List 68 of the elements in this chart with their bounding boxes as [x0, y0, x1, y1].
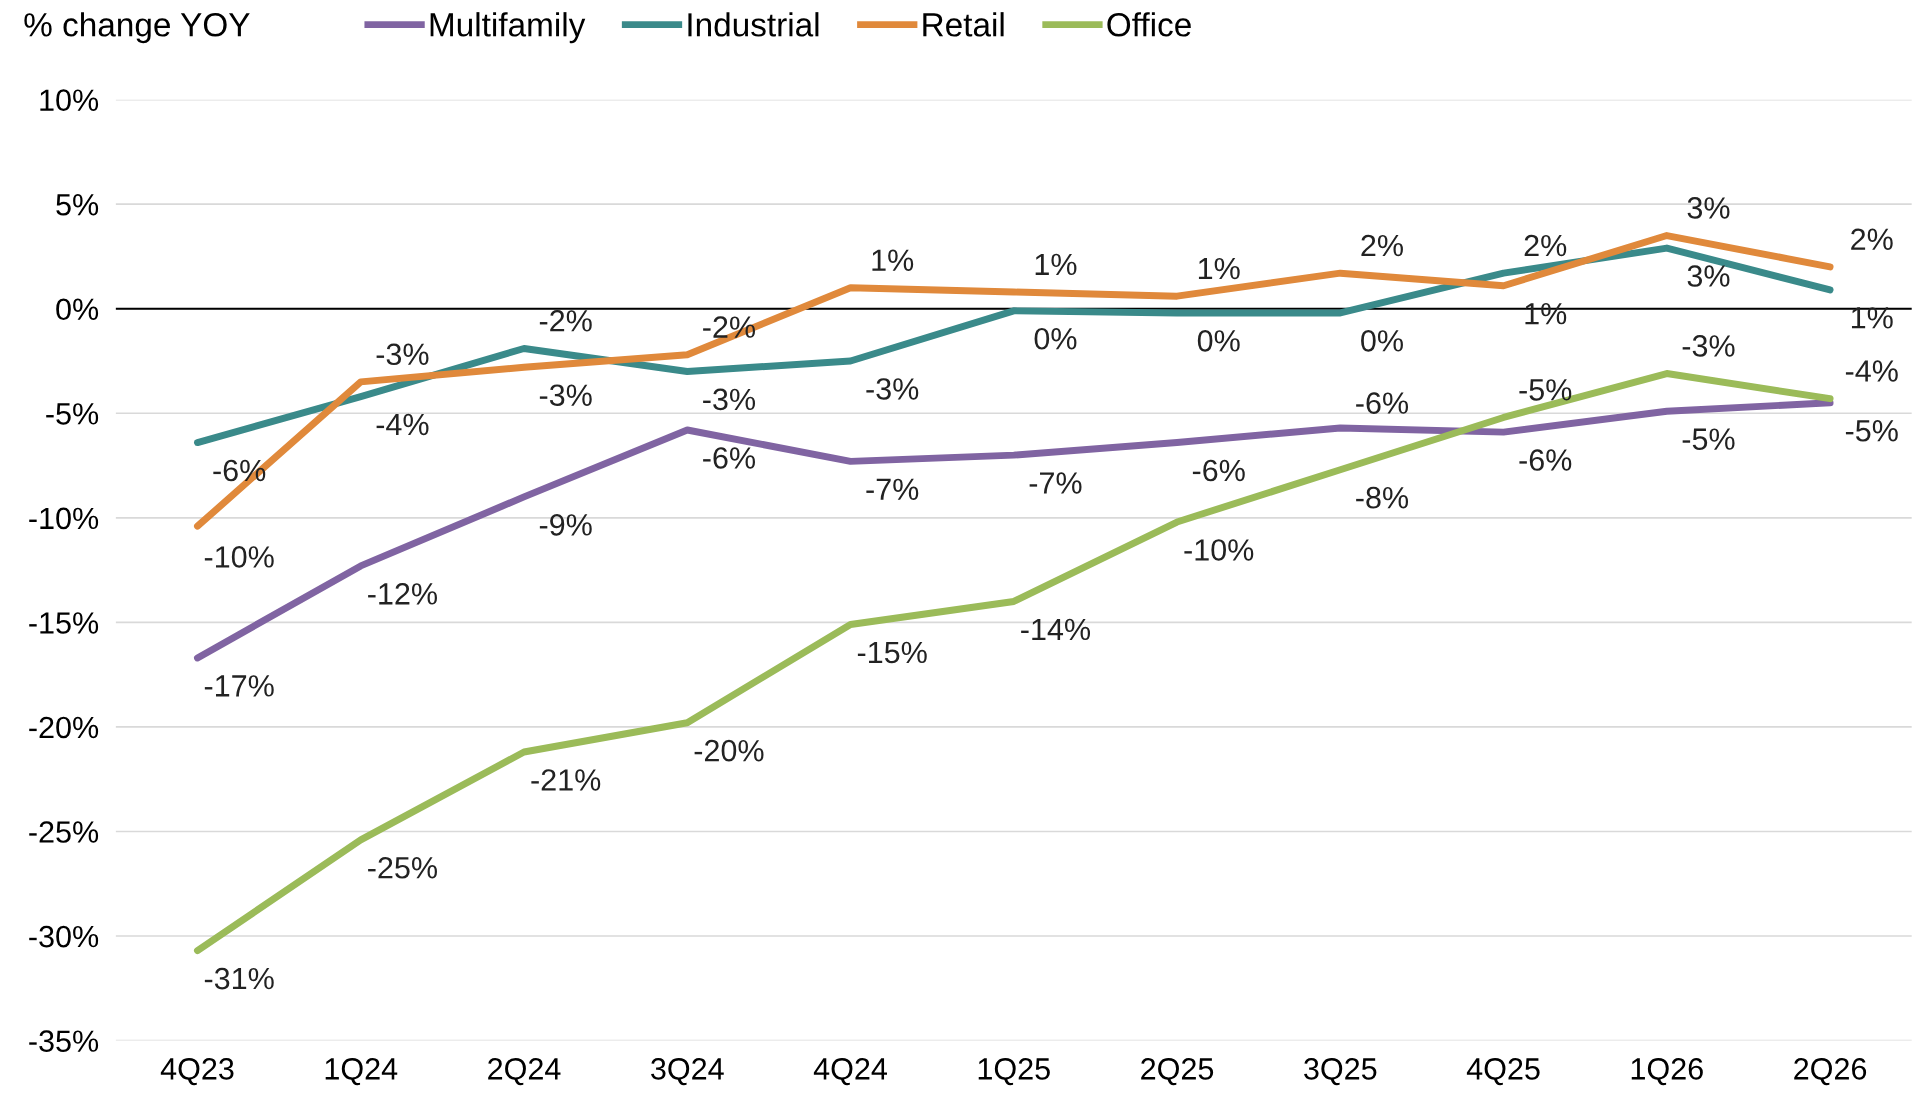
data-label: 1% [1035, 253, 1077, 276]
data-label: -6% [1519, 449, 1572, 471]
x-tick-label: 2Q25 [1141, 1058, 1214, 1086]
legend-label: Office [1107, 12, 1191, 37]
x-tick-label: 1Q25 [978, 1058, 1050, 1086]
data-label: -10% [204, 546, 274, 568]
data-label: -12% [368, 583, 437, 605]
y-tick-label: 0% [56, 298, 99, 321]
data-label: -4% [376, 413, 429, 436]
x-tick-label: 4Q23 [160, 1058, 234, 1086]
data-label: -15% [857, 641, 927, 664]
data-label: -3% [703, 388, 756, 411]
data-label: -17% [204, 675, 274, 697]
data-label: -7% [1029, 472, 1082, 494]
data-label: -5% [1682, 428, 1735, 450]
data-label: 1% [1851, 307, 1893, 329]
data-label: -21% [531, 769, 601, 791]
data-label: -8% [1356, 486, 1409, 509]
x-tick-label: 3Q25 [1304, 1058, 1377, 1086]
data-label: 1% [1198, 257, 1240, 280]
data-label: -25% [368, 856, 437, 879]
y-tick-label: -25% [29, 821, 99, 843]
y-tick-label: -10% [29, 507, 99, 530]
data-label: -6% [703, 447, 756, 469]
y-tick-label: -35% [29, 1030, 99, 1052]
data-label: -3% [1682, 335, 1735, 357]
legend-label: Multifamily [430, 12, 586, 44]
data-label: 2% [1524, 234, 1567, 257]
data-label: -31% [204, 967, 274, 990]
data-label: -5% [1519, 379, 1572, 401]
y-axis-title: % change YOY [24, 12, 250, 44]
data-label: 1% [872, 249, 914, 271]
data-label: 3% [1687, 197, 1730, 219]
y-tick-label: -5% [46, 403, 99, 425]
y-tick-label: -20% [29, 716, 99, 739]
x-tick-label: 3Q24 [651, 1058, 724, 1086]
data-label: -14% [1021, 618, 1091, 641]
y-tick-label: 5% [56, 194, 99, 216]
data-label: 2% [1851, 228, 1893, 250]
legend-label: Retail [923, 12, 1004, 37]
data-label: 2% [1361, 234, 1403, 257]
data-label: 0% [1197, 330, 1240, 352]
data-label: 3% [1687, 265, 1730, 287]
y-tick-label: -30% [29, 925, 99, 948]
x-tick-label: 2Q26 [1794, 1058, 1867, 1086]
x-tick-label: 1Q24 [325, 1058, 398, 1086]
data-label: -5% [1845, 420, 1898, 442]
data-label: -3% [539, 384, 592, 407]
x-tick-label: 4Q25 [1466, 1058, 1540, 1086]
data-label: -9% [539, 514, 592, 536]
data-label: -3% [376, 343, 429, 366]
data-label: -10% [1184, 539, 1254, 561]
y-tick-label: 10% [40, 89, 99, 111]
y-tick-label: -15% [29, 612, 99, 634]
x-tick-label: 1Q26 [1631, 1058, 1703, 1086]
data-label: -3% [866, 378, 919, 400]
data-label: 0% [1361, 330, 1403, 352]
data-label: -4% [1845, 360, 1898, 382]
data-label: -7% [866, 478, 919, 501]
data-label: 0% [1034, 327, 1077, 350]
data-label: -2% [539, 310, 592, 332]
x-tick-label: 4Q24 [813, 1058, 887, 1086]
data-label: -20% [694, 739, 764, 762]
data-label: -6% [1356, 392, 1409, 414]
data-label: -6% [1192, 459, 1245, 482]
legend-label: Industrial [688, 12, 819, 37]
data-label: -2% [703, 316, 756, 338]
x-tick-label: 2Q24 [488, 1058, 561, 1086]
